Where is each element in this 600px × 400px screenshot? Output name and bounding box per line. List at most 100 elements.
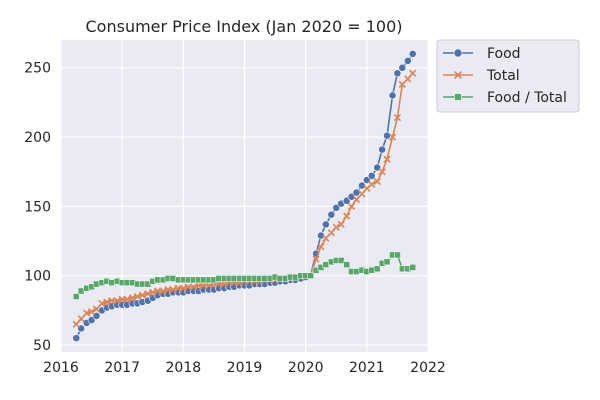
- data-point-food: [393, 69, 402, 78]
- data-point-food-total: [108, 279, 116, 286]
- data-point-food-total: [409, 264, 417, 271]
- series-food-total: [72, 251, 417, 300]
- y-tick-label: 50: [33, 338, 51, 354]
- data-point-total: [83, 309, 91, 317]
- y-tick-label: 200: [24, 130, 51, 146]
- data-point-total: [179, 284, 187, 292]
- data-point-food-total: [322, 261, 330, 268]
- x-tick-label: 2016: [43, 360, 79, 376]
- data-point-total: [358, 190, 366, 198]
- data-point-total: [92, 305, 101, 313]
- data-point-food-total: [353, 268, 360, 275]
- data-point-total: [103, 298, 111, 306]
- series-layer: [72, 49, 417, 343]
- data-point-total: [77, 315, 85, 323]
- data-point-food-total: [383, 258, 391, 266]
- data-point-food-total: [93, 280, 100, 288]
- data-point-food-total: [276, 275, 284, 282]
- data-point-total: [113, 297, 121, 305]
- data-point-food-total: [246, 275, 253, 282]
- data-point-total: [352, 195, 361, 204]
- data-point-total: [128, 294, 137, 302]
- data-point-food-total: [215, 275, 223, 282]
- data-point-total: [144, 290, 152, 298]
- data-point-food-total: [394, 251, 401, 259]
- data-point-total: [199, 281, 208, 290]
- x-tick-label: 2017: [104, 360, 140, 376]
- data-point-total: [138, 291, 146, 299]
- data-point-food-total: [368, 266, 376, 274]
- x-axis-ticks: 2016 2017 2018 2019 2020 2021 2022: [43, 360, 446, 376]
- data-point-food: [367, 171, 376, 180]
- y-axis-ticks: 50 100 150 200 250: [24, 61, 51, 354]
- data-point-total: [398, 80, 406, 88]
- data-point-total: [220, 280, 228, 288]
- data-point-total: [159, 287, 167, 295]
- data-point-total: [123, 295, 131, 303]
- y-tick-label: 100: [24, 269, 51, 285]
- legend-marker: [454, 93, 462, 101]
- x-tick-label: 2019: [227, 360, 263, 376]
- data-point-food: [398, 63, 407, 72]
- data-point-total: [87, 308, 96, 316]
- data-point-food: [72, 334, 81, 343]
- data-point-food-total: [169, 275, 177, 282]
- data-point-total: [169, 285, 177, 294]
- data-point-food-total: [123, 279, 131, 286]
- data-point-total: [378, 168, 386, 176]
- data-point-total: [383, 155, 391, 163]
- data-point-food-total: [154, 276, 161, 284]
- data-point-food-total: [261, 275, 268, 282]
- data-point-total: [409, 69, 417, 77]
- data-point-total: [404, 75, 412, 83]
- legend-item-food-total: Food / Total: [443, 90, 567, 106]
- data-point-food-total: [399, 265, 406, 273]
- data-point-total: [337, 220, 345, 229]
- data-point-total: [332, 223, 340, 231]
- data-point-total: [184, 283, 192, 291]
- data-point-food-total: [307, 272, 314, 280]
- data-point-food-total: [337, 257, 345, 264]
- data-point-food: [383, 131, 391, 140]
- x-tick-label: 2018: [166, 360, 202, 376]
- data-point-total: [108, 297, 116, 305]
- legend-item-food: Food: [443, 46, 521, 62]
- legend-marker: [453, 48, 463, 58]
- x-tick-label: 2020: [288, 360, 324, 376]
- data-point-total: [72, 320, 80, 328]
- data-point-total: [149, 288, 157, 296]
- data-point-food: [321, 220, 330, 229]
- legend-label: Food / Total: [487, 90, 567, 106]
- data-point-total: [343, 212, 351, 220]
- data-point-total: [388, 133, 397, 141]
- data-point-total: [393, 114, 402, 122]
- legend-marker: [454, 71, 462, 79]
- data-point-food: [358, 181, 366, 190]
- data-point-total: [373, 177, 381, 186]
- data-point-food-total: [230, 275, 238, 282]
- data-point-total: [312, 255, 320, 263]
- data-point-total: [322, 234, 330, 242]
- y-tick-label: 150: [24, 199, 51, 215]
- data-point-total: [205, 281, 213, 290]
- data-point-food-total: [291, 273, 299, 281]
- gridlines: [60, 40, 429, 352]
- data-point-food-total: [200, 276, 207, 284]
- data-point-food: [327, 210, 336, 219]
- x-tick-label: 2021: [349, 360, 385, 376]
- data-point-food: [403, 56, 412, 65]
- legend-box: [436, 39, 580, 113]
- y-tick-label: 250: [24, 61, 51, 77]
- data-point-food: [388, 91, 397, 100]
- data-point-food: [317, 231, 325, 240]
- data-point-food-total: [343, 261, 350, 268]
- data-point-food-total: [139, 280, 146, 288]
- data-point-total: [327, 229, 335, 237]
- data-point-food-total: [77, 287, 85, 295]
- data-point-total: [154, 287, 162, 295]
- legend: Food Total Food / Total: [436, 39, 580, 113]
- x-tick-label: 2022: [410, 360, 446, 376]
- chart-title: Consumer Price Index (Jan 2020 = 100): [86, 17, 403, 36]
- data-point-total: [368, 180, 376, 188]
